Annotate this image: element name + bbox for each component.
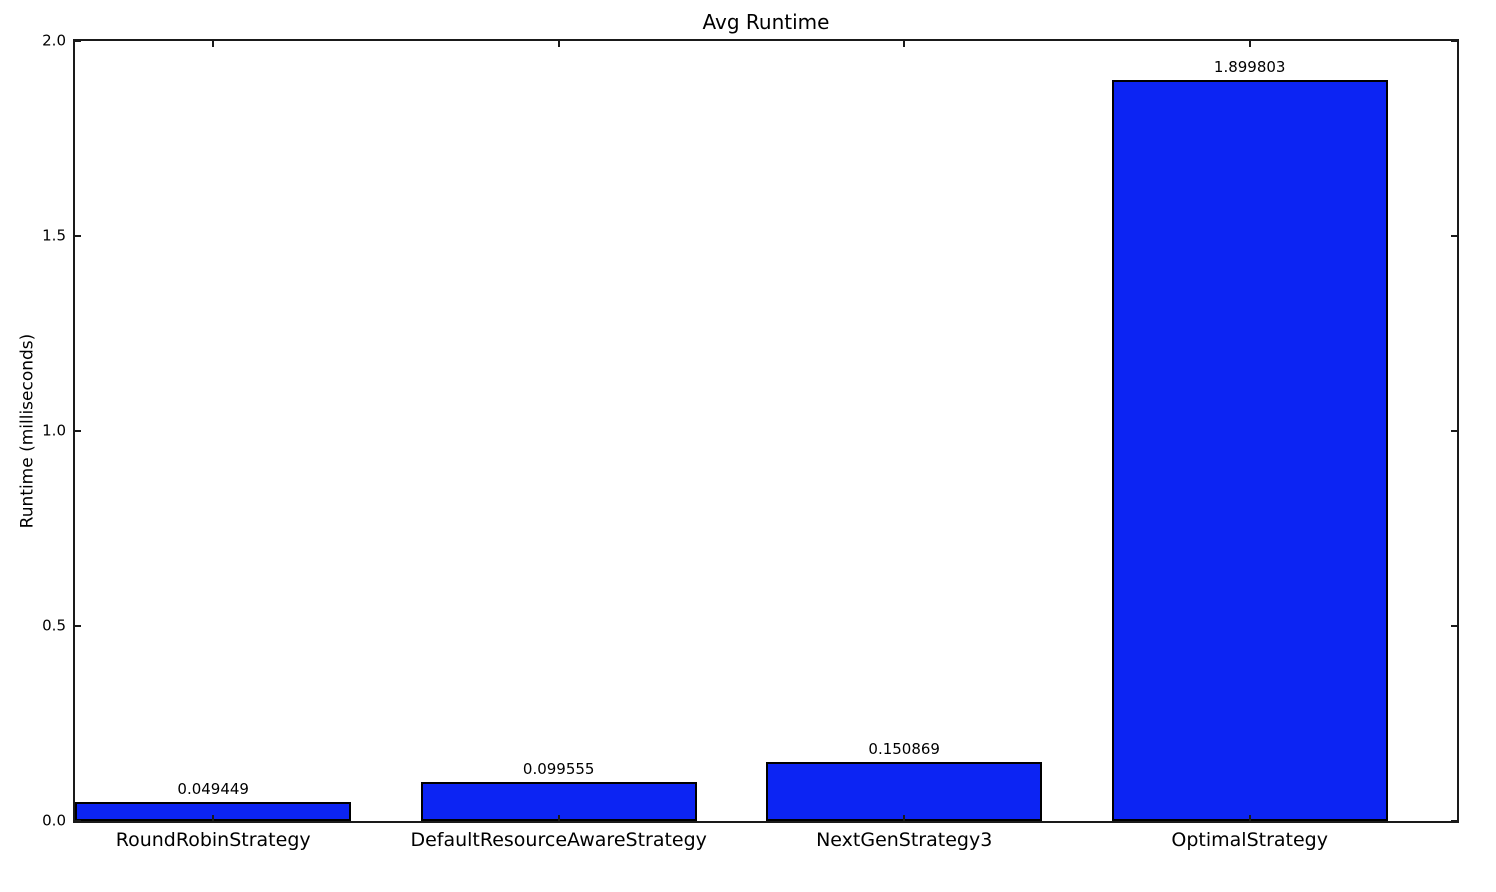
y-tick-mark-right: [1451, 820, 1457, 822]
x-tick-mark-top: [212, 41, 215, 47]
bar-value-label: 0.049449: [177, 779, 249, 798]
y-tick-mark-left: [75, 820, 81, 822]
x-tick-mark-bottom: [557, 815, 560, 821]
x-tick-mark-bottom: [212, 815, 215, 821]
y-tick-mark-left: [75, 40, 81, 42]
y-tick-label: 0.5: [42, 616, 66, 635]
y-tick-mark-right: [1451, 40, 1457, 42]
y-axis-label: Runtime (milliseconds): [17, 333, 37, 529]
y-tick-mark-left: [75, 625, 81, 627]
bar-NextGenStrategy3: [766, 762, 1043, 821]
y-tick-mark-right: [1451, 625, 1457, 627]
bar-OptimalStrategy: [1111, 80, 1388, 821]
bar-value-label: 0.150869: [868, 740, 940, 759]
y-axis-label-container: Runtime (milliseconds): [12, 39, 42, 823]
x-tick-label-OptimalStrategy: OptimalStrategy: [1171, 829, 1328, 851]
y-tick-label: 1.5: [42, 226, 66, 245]
x-tick-mark-bottom: [1248, 815, 1251, 821]
x-tick-mark-top: [557, 41, 560, 47]
x-tick-label-RoundRobinStrategy: RoundRobinStrategy: [115, 829, 311, 851]
y-tick-mark-right: [1451, 430, 1457, 432]
y-tick-mark-right: [1451, 235, 1457, 237]
y-tick-mark-left: [75, 430, 81, 432]
x-tick-mark-top: [1248, 41, 1251, 47]
x-tick-label-NextGenStrategy3: NextGenStrategy3: [816, 829, 993, 851]
chart-title: Avg Runtime: [702, 10, 830, 34]
plot-area: Avg Runtime 0.049449 RoundRobinStrategy 0.…: [42, 10, 1459, 851]
y-tick-label: 1.0: [42, 421, 66, 440]
x-tick-label-DefaultResourceAwareStrategy: DefaultResourceAwareStrategy: [410, 829, 707, 851]
x-tick-mark-top: [903, 41, 906, 47]
y-tick-label: 0.0: [42, 811, 66, 830]
y-tick-mark-left: [75, 235, 81, 237]
y-tick-label: 2.0: [42, 31, 66, 50]
bar-DefaultResourceAwareStrategy: [420, 782, 697, 821]
bar-value-label: 0.099555: [522, 760, 595, 779]
x-tick-mark-bottom: [903, 815, 906, 821]
bar-value-label: 1.899803: [1213, 58, 1286, 77]
